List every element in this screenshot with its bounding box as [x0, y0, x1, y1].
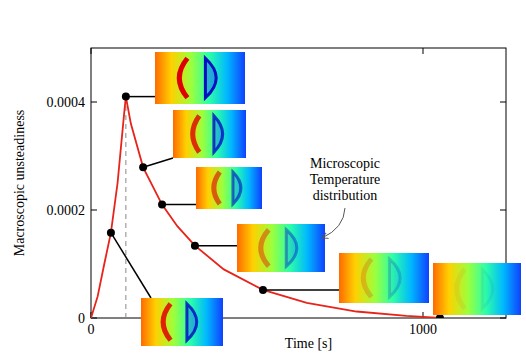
- thumbnail-background: [173, 110, 246, 158]
- thumbnails: [141, 52, 521, 346]
- annotation-arrow: [322, 208, 345, 238]
- thumbnail-background: [339, 253, 429, 303]
- y-tick: [500, 318, 506, 319]
- hot-front: [193, 116, 200, 152]
- annotation-line: distribution: [313, 188, 378, 203]
- chart: 0 1000 0 0.0002 0.0004 Time [s] Macroscopic un…: [0, 0, 526, 354]
- temperature-thumbnail: [433, 263, 521, 315]
- cold-front: [286, 230, 297, 266]
- thumbnail-background: [141, 298, 223, 346]
- hot-front: [214, 172, 220, 204]
- y-tick-label: 0: [78, 311, 85, 326]
- cold-front: [187, 304, 197, 340]
- cold-front: [233, 172, 241, 204]
- leader-line: [162, 204, 196, 206]
- hot-front: [179, 58, 187, 98]
- x-tick: [423, 48, 424, 54]
- y-tick: [500, 102, 506, 103]
- leader-line: [263, 289, 339, 291]
- cold-front: [205, 58, 216, 98]
- temperature-thumbnail: [237, 224, 325, 272]
- x-tick-label: 1000: [409, 322, 437, 337]
- y-axis-title: Macroscopic unsteadiness: [12, 110, 27, 257]
- leader-line: [439, 315, 441, 318]
- curve: [91, 97, 440, 318]
- temperature-thumbnail: [339, 253, 429, 303]
- temperature-thumbnail: [141, 298, 223, 346]
- y-tick-label: 0.0002: [47, 203, 86, 218]
- cold-front: [482, 269, 493, 309]
- x-axis-title: Time [s]: [285, 336, 332, 351]
- leader-line: [126, 96, 155, 98]
- thumbnail-background: [237, 224, 325, 272]
- hot-front: [163, 304, 170, 340]
- leader-line: [143, 158, 173, 167]
- y-tick: [91, 210, 97, 211]
- cold-front: [214, 116, 223, 152]
- x-tick-label: 0: [88, 322, 95, 337]
- leader-line: [111, 233, 151, 298]
- annotation: MicroscopicTemperaturedistribution: [310, 156, 381, 203]
- reference-line: [125, 97, 126, 318]
- temperature-thumbnail: [196, 167, 262, 209]
- x-tick: [91, 48, 92, 54]
- leaders: [111, 97, 440, 318]
- annotation-line: Microscopic: [310, 156, 380, 171]
- cold-front: [389, 259, 400, 297]
- hot-front: [261, 230, 269, 266]
- temperature-thumbnail: [173, 110, 246, 158]
- plot-area: [91, 93, 444, 318]
- leader-line: [195, 245, 237, 247]
- y-tick-label: 0.0004: [47, 95, 86, 110]
- y-tick: [91, 102, 97, 103]
- thumbnail-background: [155, 52, 245, 104]
- hot-front: [363, 259, 371, 297]
- hot-front: [457, 269, 465, 309]
- thumbnail-background: [196, 167, 262, 209]
- temperature-thumbnail: [155, 52, 245, 104]
- thumbnail-background: [433, 263, 521, 315]
- annotation-line: Temperature: [310, 172, 381, 187]
- y-tick: [500, 210, 506, 211]
